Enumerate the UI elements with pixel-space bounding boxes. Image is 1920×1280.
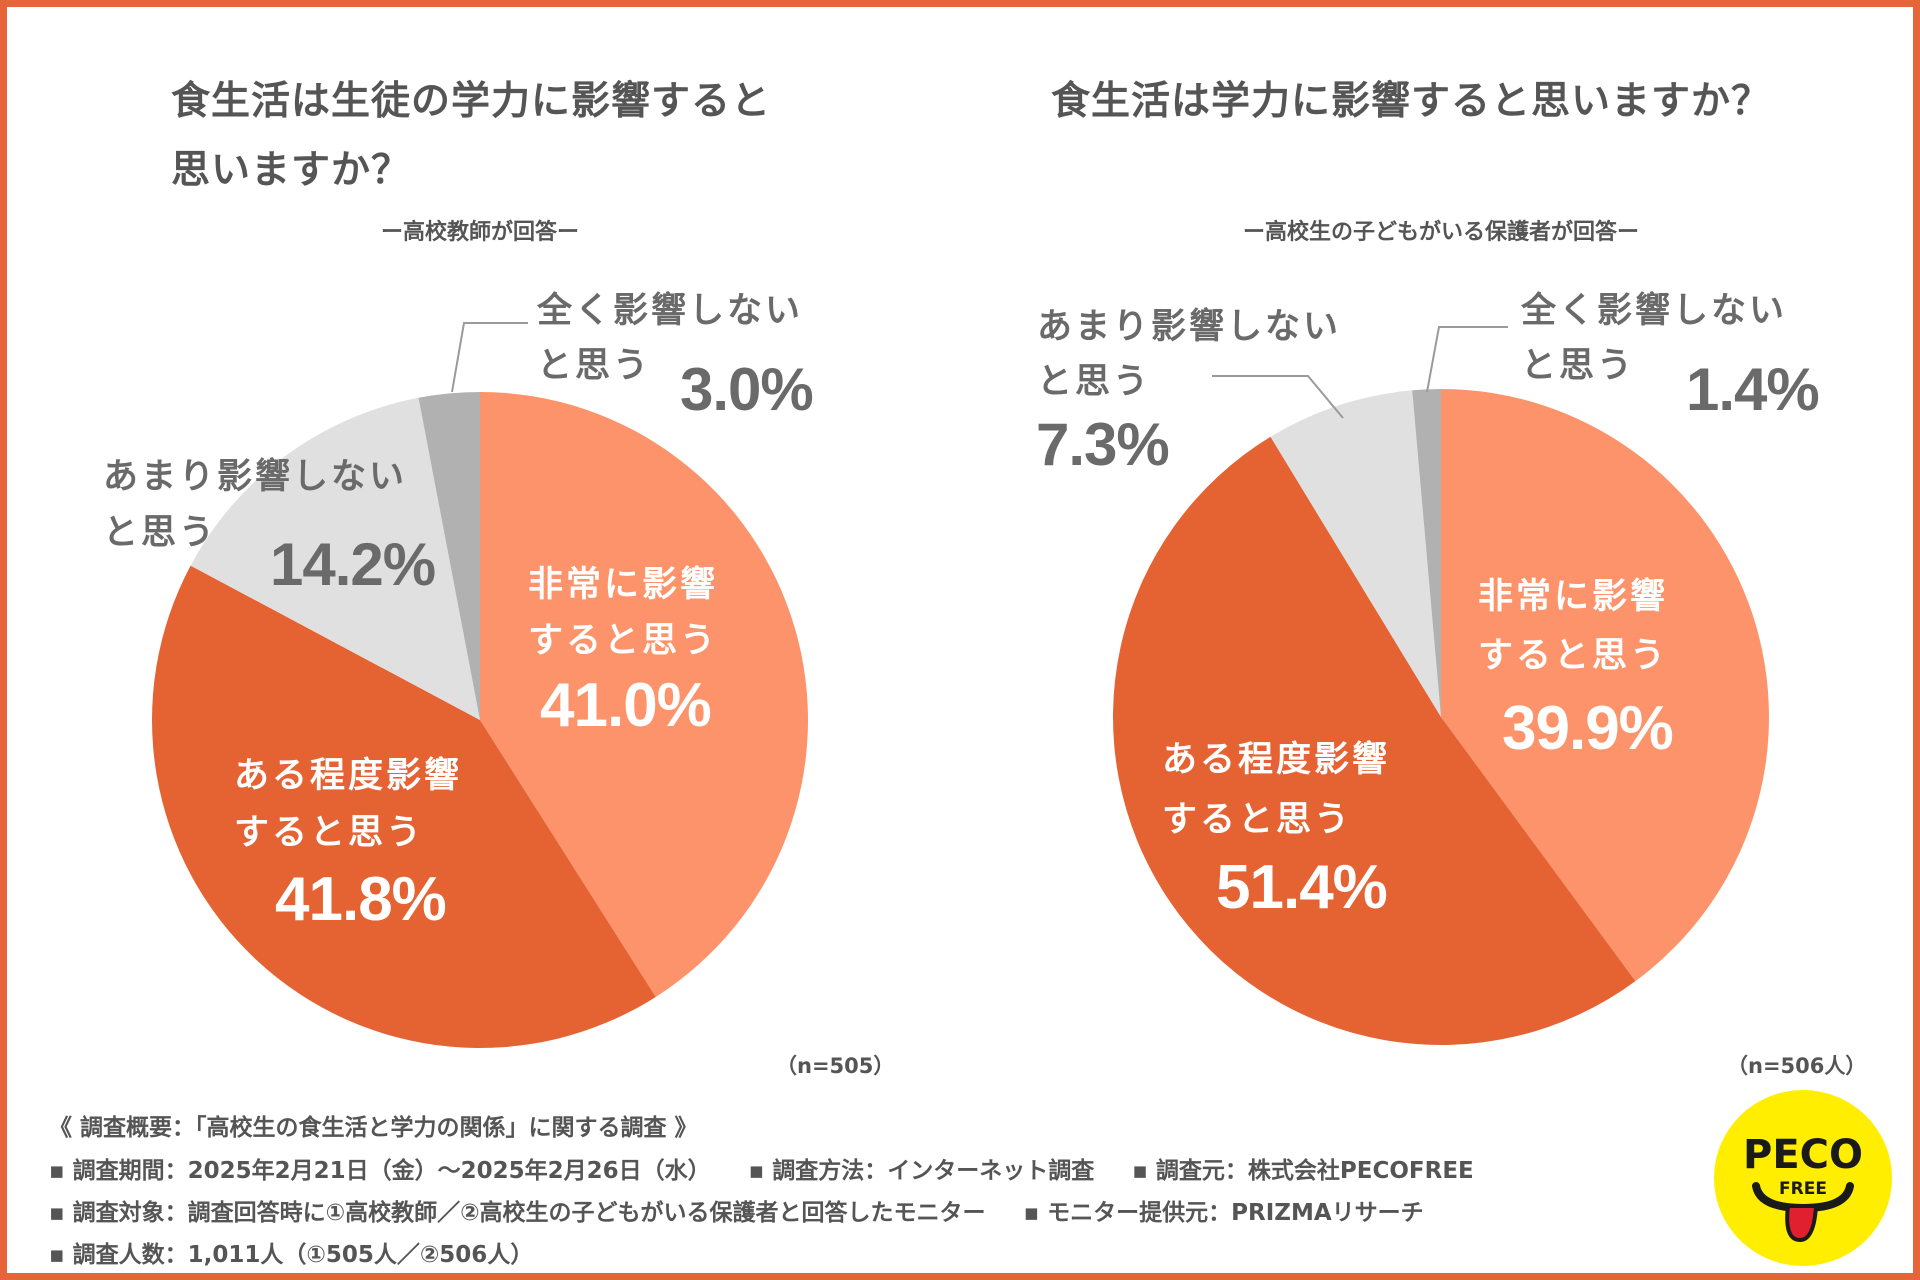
left-value-very-much: 41.0% bbox=[540, 671, 712, 740]
right-pie-slice-not-much bbox=[1270, 390, 1441, 717]
left-value-not-at-all: 3.0% bbox=[680, 356, 814, 423]
left-label-not-much-line2: と思う bbox=[103, 513, 218, 553]
leader-line-right-not-at-all bbox=[1426, 326, 1508, 393]
left-pie-slice-very-much bbox=[480, 392, 809, 997]
right-label-somewhat-line2: すると思う bbox=[1162, 800, 1353, 840]
right-chart-title: 食生活は学力に影響すると思いますか？ bbox=[1051, 79, 1772, 124]
right-label-not-at-all-line1: 全く影響しない bbox=[1521, 291, 1788, 331]
right-sample-size: （n=506人） bbox=[1727, 1054, 1867, 1078]
left-value-not-much: 14.2% bbox=[270, 531, 436, 598]
right-pie-slice-very-much bbox=[1441, 389, 1770, 982]
right-label-very-much-line2: すると思う bbox=[1478, 636, 1669, 676]
left-chart-title-line1: 食生活は生徒の学力に影響すると bbox=[171, 79, 772, 124]
pecofree-face-icon: PECO FREE bbox=[1743, 1132, 1863, 1243]
survey-monitor-provider: ▪ モニター提供元：PRIZMAリサーチ bbox=[1023, 1200, 1424, 1226]
left-pie-slice-somewhat bbox=[152, 565, 656, 1048]
left-sample-size: （n=505） bbox=[776, 1054, 895, 1078]
survey-line-2: ▪ 調査対象：調査回答時に①高校教師／②高校生の子どもがいる保護者と回答したモニ… bbox=[49, 1193, 1424, 1227]
survey-period: ▪ 調査期間：2025年2月21日（金）～2025年2月26日（水） bbox=[49, 1158, 711, 1184]
leader-line-right-not-much bbox=[1212, 375, 1344, 419]
left-label-not-at-all-line1: 全く影響しない bbox=[537, 291, 804, 331]
left-label-somewhat-line1: ある程度影響 bbox=[234, 756, 463, 796]
survey-respondents: ▪ 調査人数：1,011人（①505人／②506人） bbox=[49, 1242, 534, 1268]
right-value-somewhat: 51.4% bbox=[1216, 853, 1388, 922]
right-pie-slice-not-at-all bbox=[1412, 389, 1441, 717]
survey-target: ▪ 調査対象：調査回答時に①高校教師／②高校生の子どもがいる保護者と回答したモニ… bbox=[49, 1200, 986, 1226]
right-label-very-much-line1: 非常に影響 bbox=[1478, 577, 1669, 617]
left-chart-subtitle: ー高校教師が回答ー bbox=[380, 220, 580, 245]
left-value-somewhat: 41.8% bbox=[275, 865, 447, 934]
leader-line-left-not-at-all bbox=[451, 322, 528, 393]
right-pie-slice-somewhat bbox=[1113, 436, 1636, 1045]
right-value-very-much: 39.9% bbox=[1502, 694, 1674, 763]
right-value-not-at-all: 1.4% bbox=[1686, 356, 1820, 423]
survey-method: ▪ 調査方法：インターネット調査 bbox=[748, 1158, 1095, 1184]
right-value-not-much: 7.3% bbox=[1036, 411, 1170, 478]
left-label-somewhat-line2: すると思う bbox=[234, 813, 425, 853]
left-pie-slice-not-at-all bbox=[418, 392, 480, 720]
right-label-not-much-line1: あまり影響しない bbox=[1037, 307, 1342, 347]
left-label-not-much-line1: あまり影響しない bbox=[103, 457, 408, 497]
right-label-not-at-all-line2: と思う bbox=[1521, 346, 1636, 386]
left-label-very-much-line1: 非常に影響 bbox=[528, 565, 719, 605]
pie-chart-teachers bbox=[152, 392, 809, 1048]
right-label-somewhat-line1: ある程度影響 bbox=[1162, 740, 1391, 780]
survey-line-1: ▪ 調査期間：2025年2月21日（金）～2025年2月26日（水） ▪ 調査方… bbox=[49, 1151, 1474, 1185]
left-label-very-much-line2: すると思う bbox=[528, 621, 719, 661]
survey-line-3: ▪ 調査人数：1,011人（①505人／②506人） bbox=[49, 1235, 533, 1269]
left-pie-slice-not-much bbox=[190, 397, 481, 720]
pecofree-logo: PECO FREE bbox=[1714, 1090, 1892, 1266]
logo-text-bottom: FREE bbox=[1779, 1179, 1827, 1199]
left-label-not-at-all-line2: と思う bbox=[537, 346, 652, 386]
survey-source: ▪ 調査元：株式会社PECOFREE bbox=[1132, 1158, 1474, 1184]
right-chart-subtitle: ー高校生の子どもがいる保護者が回答ー bbox=[1242, 220, 1640, 245]
right-label-not-much-line2: と思う bbox=[1037, 362, 1152, 402]
logo-text-top: PECO bbox=[1743, 1132, 1863, 1178]
logo-tongue bbox=[1785, 1204, 1819, 1243]
left-chart-title-line2: 思いますか？ bbox=[171, 148, 412, 193]
survey-overview-heading: 《 調査概要：「高校生の食生活と学力の関係」に関する調査 》 bbox=[49, 1115, 698, 1141]
pie-chart-parents bbox=[1113, 389, 1770, 1045]
